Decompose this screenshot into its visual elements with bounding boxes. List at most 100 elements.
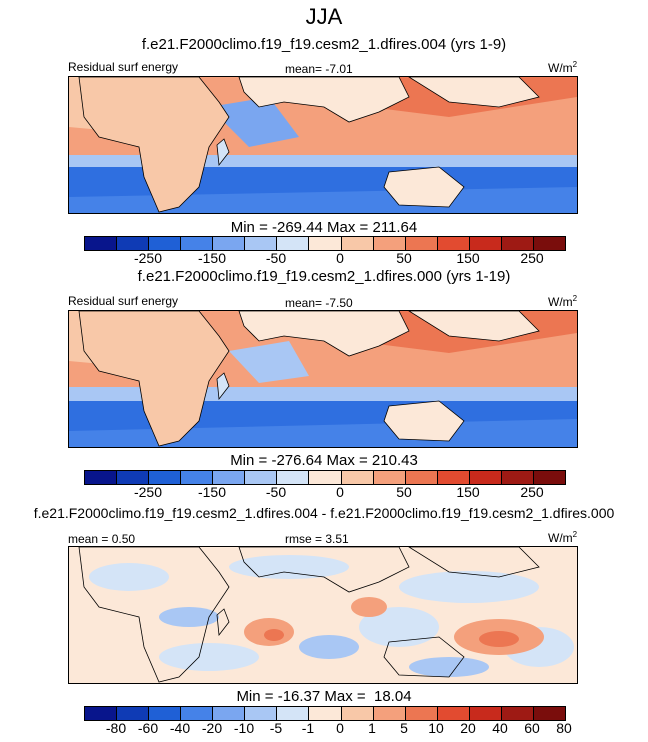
colorbar-swatch <box>85 707 118 720</box>
panel2-units: W/m2 <box>548 294 578 309</box>
colorbar-swatch <box>405 237 438 250</box>
panel1-mean-value: -7.01 <box>325 62 353 76</box>
panel1-mean: mean= -7.01 <box>285 62 353 76</box>
panel2-map <box>68 310 578 448</box>
panel3-mean-value: 0.50 <box>111 532 136 546</box>
colorbar-tick-label: 50 <box>396 484 412 500</box>
panel3-mean-label: mean = <box>68 532 109 546</box>
colorbar-tick-label: 0 <box>336 484 344 500</box>
colorbar-swatch <box>501 471 534 484</box>
panel2-title: f.e21.F2000climo.f19_f19.cesm2_1.dfires.… <box>137 268 511 285</box>
panel1-land-australia <box>383 166 465 208</box>
panel3-rmse: rmse = 3.51 <box>285 532 349 546</box>
colorbar-tick-label: -60 <box>137 720 159 736</box>
colorbar-tick-label: -150 <box>197 250 227 266</box>
colorbar-tick-label: 0 <box>336 250 344 266</box>
panel3-rmse-value: 3.51 <box>325 532 349 546</box>
panel1-minmax: Min = -269.44 Max = 211.64 <box>230 219 418 236</box>
panel3-map <box>68 546 578 684</box>
colorbar-swatch <box>245 237 278 250</box>
panel2-colorbar <box>84 470 566 485</box>
colorbar-swatch <box>309 471 342 484</box>
panel1-mean-label: mean= <box>285 62 323 76</box>
colorbar-tick-label: -250 <box>133 250 163 266</box>
colorbar-swatch <box>309 237 342 250</box>
colorbar-swatch <box>85 471 118 484</box>
colorbar-swatch <box>533 471 565 484</box>
colorbar-swatch <box>181 471 214 484</box>
colorbar-tick-label: 50 <box>396 250 412 266</box>
colorbar-swatch <box>149 237 182 250</box>
panel1-title: f.e21.F2000climo.f19_f19.cesm2_1.dfires.… <box>141 36 507 53</box>
colorbar-swatch <box>213 237 246 250</box>
panel1-map <box>68 76 578 214</box>
panel3-mean: mean = 0.50 <box>68 532 135 546</box>
colorbar-tick-label: -80 <box>105 720 127 736</box>
panel3-rmse-label: rmse = <box>285 532 323 546</box>
colorbar-swatch <box>309 707 342 720</box>
colorbar-swatch <box>373 471 406 484</box>
panel1-land-africa <box>78 77 230 213</box>
page-title: JJA <box>305 4 343 29</box>
colorbar-swatch <box>245 471 278 484</box>
colorbar-swatch <box>213 707 246 720</box>
panel2-mean-value: -7.50 <box>325 296 353 310</box>
colorbar-swatch <box>437 237 470 250</box>
colorbar-tick-label: 250 <box>520 484 544 500</box>
panel2-map-svg <box>69 311 577 447</box>
colorbar-swatch <box>181 707 214 720</box>
colorbar-tick-label: 20 <box>460 720 476 736</box>
panel3-colorbar <box>84 706 566 721</box>
colorbar-swatch <box>117 707 150 720</box>
colorbar-swatch <box>405 471 438 484</box>
colorbar-swatch <box>181 237 214 250</box>
colorbar-swatch <box>373 707 406 720</box>
colorbar-tick-label: 10 <box>428 720 444 736</box>
panel2-mean: mean= -7.50 <box>285 296 353 310</box>
colorbar-tick-label: 1 <box>368 720 376 736</box>
colorbar-tick-label: 0 <box>336 720 344 736</box>
colorbar-swatch <box>149 471 182 484</box>
colorbar-tick-label: -150 <box>197 484 227 500</box>
colorbar-swatch <box>405 707 438 720</box>
colorbar-tick-label: -40 <box>169 720 191 736</box>
panel3-map-svg <box>69 547 577 683</box>
panel2-minmax: Min = -276.64 Max = 210.43 <box>230 452 418 469</box>
colorbar-swatch <box>341 471 374 484</box>
colorbar-swatch <box>437 471 470 484</box>
colorbar-swatch <box>373 237 406 250</box>
colorbar-tick-label: 150 <box>456 484 480 500</box>
colorbar-swatch <box>117 471 150 484</box>
panel2-mean-label: mean= <box>285 296 323 310</box>
colorbar-swatch <box>533 707 565 720</box>
colorbar-tick-label: 150 <box>456 250 480 266</box>
panel2-colorbar-ticks: -250 -150 -50 0 50 150 250 <box>84 484 564 502</box>
colorbar-tick-label: -50 <box>265 250 287 266</box>
colorbar-swatch <box>437 707 470 720</box>
panel3-units: W/m2 <box>548 530 578 545</box>
panel1-colorbar-ticks: -250 -150 -50 0 50 150 250 <box>84 250 564 268</box>
colorbar-swatch <box>277 471 310 484</box>
colorbar-swatch <box>245 707 278 720</box>
colorbar-swatch <box>341 707 374 720</box>
colorbar-swatch <box>277 707 310 720</box>
colorbar-swatch <box>117 237 150 250</box>
colorbar-tick-label: 60 <box>524 720 540 736</box>
colorbar-tick-label: 5 <box>400 720 408 736</box>
colorbar-tick-label: -5 <box>269 720 283 736</box>
colorbar-swatch <box>533 237 565 250</box>
panel2-variable: Residual surf energy <box>68 294 179 308</box>
panel1-land-asia <box>238 77 410 123</box>
colorbar-swatch <box>501 707 534 720</box>
colorbar-swatch <box>469 707 502 720</box>
colorbar-tick-label: -20 <box>201 720 223 736</box>
colorbar-tick-label: -10 <box>233 720 255 736</box>
panel3-title: f.e21.F2000climo.f19_f19.cesm2_1.dfires.… <box>33 505 615 521</box>
panel3-minmax: Min = -16.37 Max = 18.04 <box>236 688 412 705</box>
panel3-colorbar-ticks: -80 -60 -40 -20 -10 -5 -1 0 1 5 10 20 40 60 80 <box>84 720 572 738</box>
colorbar-swatch <box>149 707 182 720</box>
colorbar-tick-label: -50 <box>265 484 287 500</box>
colorbar-swatch <box>469 237 502 250</box>
panel1-colorbar <box>84 236 566 251</box>
colorbar-swatch <box>213 471 246 484</box>
